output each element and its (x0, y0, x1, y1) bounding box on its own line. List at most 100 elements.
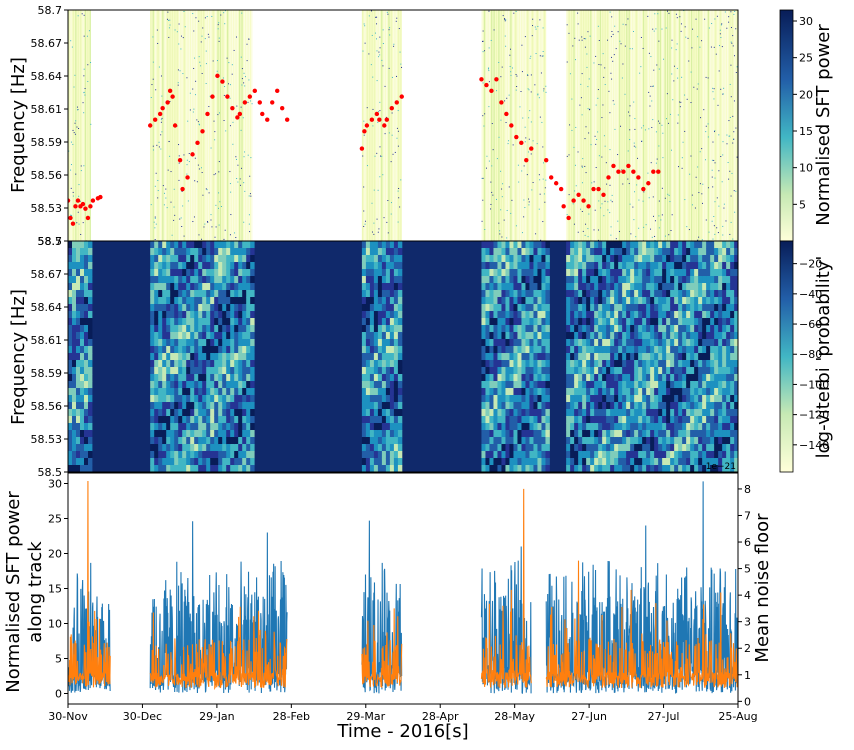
heatmap-cell (626, 367, 631, 375)
heatmap-cell (529, 248, 534, 256)
heatmap-cell (686, 311, 691, 319)
power-pixel (387, 232, 389, 234)
heatmap-cell (594, 430, 599, 438)
heatmap-cell (642, 367, 647, 375)
heatmap-cell (250, 332, 255, 340)
heatmap-cell (517, 311, 522, 319)
power-pixel (158, 141, 160, 143)
heatmap-cell (622, 458, 627, 466)
heatmap-cell (590, 374, 595, 382)
heatmap-cell (493, 416, 498, 424)
power-pixel (218, 171, 220, 173)
heatmap-cell (670, 395, 675, 403)
heatmap-cell (586, 451, 591, 459)
heatmap-cell (198, 451, 203, 459)
heatmap-cell (541, 451, 546, 459)
power-pixel (229, 97, 231, 99)
heatmap-cell (218, 465, 223, 472)
heatmap-cell (150, 339, 155, 347)
track-point (280, 105, 285, 111)
heatmap-cell (178, 318, 183, 326)
heatmap-cell (706, 311, 711, 319)
power-pixel (705, 125, 707, 127)
power-pixel (722, 93, 724, 95)
power-pixel (169, 101, 171, 103)
heatmap-cell (537, 290, 542, 298)
heatmap-cell (674, 255, 679, 263)
heatmap-cell (678, 416, 683, 424)
heatmap-cell (202, 402, 207, 410)
heatmap-cell (541, 381, 546, 389)
heatmap-cell (622, 325, 627, 333)
heatmap-cell (481, 332, 486, 340)
heatmap-cell (638, 262, 643, 270)
heatmap-cell (630, 465, 635, 472)
power-pixel (732, 142, 734, 144)
power-pixel (150, 204, 152, 206)
power-column (212, 10, 214, 241)
heatmap-cell (646, 241, 651, 249)
heatmap-cell (170, 402, 175, 410)
power-pixel (729, 170, 731, 172)
power-pixel (158, 146, 160, 148)
heatmap-cell (545, 269, 550, 277)
heatmap-cell (702, 262, 707, 270)
power-pixel (713, 46, 715, 48)
heatmap-cell (505, 353, 510, 361)
heatmap-cell (497, 248, 502, 256)
power-pixel (197, 121, 199, 123)
heatmap-cell (718, 430, 723, 438)
heatmap-cell (381, 395, 387, 403)
heatmap-cell (590, 276, 595, 284)
power-pixel (233, 49, 235, 51)
heatmap-cell (521, 339, 526, 347)
heatmap-cell (166, 241, 171, 249)
heatmap-cell (722, 409, 727, 417)
heatmap-cell (646, 430, 651, 438)
power-pixel (607, 209, 609, 211)
heatmap-cell (369, 402, 375, 410)
heatmap-cell (182, 339, 187, 347)
x-tick-label: 29-Mar (346, 710, 385, 723)
power-pixel (530, 55, 532, 57)
track-point (389, 105, 394, 111)
heatmap-cell (242, 276, 247, 284)
heatmap-cell (706, 437, 711, 445)
heatmap-cell (154, 304, 159, 312)
heatmap-cell (397, 297, 403, 305)
heatmap-cell (602, 451, 607, 459)
power-pixel (510, 71, 512, 73)
power-pixel (649, 105, 651, 107)
heatmap-cell (166, 304, 171, 312)
heatmap-cell (154, 444, 159, 452)
heatmap-cell (694, 255, 699, 263)
power-pixel (154, 227, 156, 229)
heatmap-cell (730, 332, 735, 340)
heatmap-cell (658, 423, 663, 431)
heatmap-cell (654, 304, 659, 312)
heatmap-cell (230, 255, 235, 263)
heatmap-cell (493, 262, 498, 270)
heatmap-cell (389, 416, 395, 424)
heatmap-cell (162, 276, 167, 284)
power-pixel (387, 200, 389, 202)
heatmap-cell (84, 304, 89, 312)
heatmap-cell (734, 353, 738, 361)
heatmap-cell (393, 388, 399, 396)
heatmap-cell (214, 241, 219, 249)
heatmap-cell (602, 465, 607, 472)
heatmap-cell (158, 346, 163, 354)
power-pixel (601, 203, 603, 205)
heatmap-cell (650, 297, 655, 305)
heatmap-cell (202, 409, 207, 417)
heatmap-cell (734, 395, 738, 403)
heatmap-cell (646, 388, 651, 396)
heatmap-cell (178, 367, 183, 375)
heatmap-cell (598, 311, 603, 319)
power-pixel (240, 106, 242, 108)
heatmap-cell (365, 332, 371, 340)
power-pixel (713, 131, 715, 133)
power-pixel (541, 55, 543, 57)
